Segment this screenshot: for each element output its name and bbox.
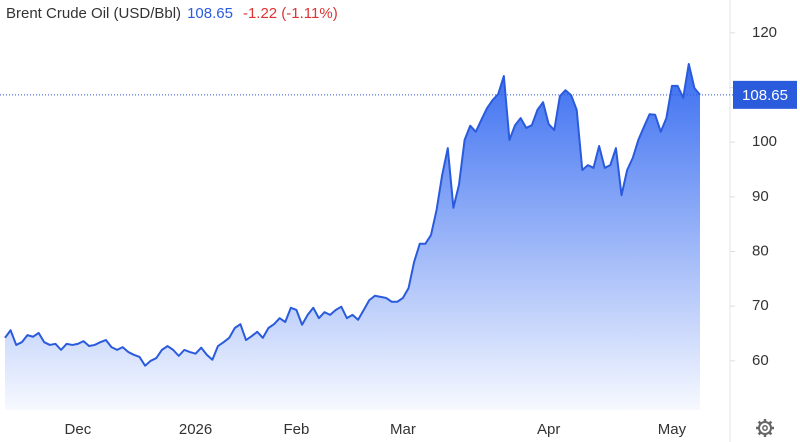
y-tick-label: 100: [752, 133, 777, 150]
title: Brent Crude Oil (USD/Bbl): [6, 5, 181, 22]
area: [5, 63, 700, 411]
settings-icon[interactable]: [756, 419, 774, 437]
x-tick-label: Mar: [390, 421, 416, 438]
y-tick-label: 120: [752, 24, 777, 41]
y-tick-label: 60: [752, 352, 769, 369]
last-value-label: 108.65: [742, 87, 788, 104]
plot: 60708090100110120Dec2026FebMarAprMay108.…: [0, 24, 797, 438]
y-tick-label: 90: [752, 188, 769, 205]
gear-teeth[interactable]: [756, 419, 774, 437]
price: 108.65: [187, 5, 233, 22]
x-tick-label: Apr: [537, 421, 560, 438]
x-tick-label: Dec: [65, 421, 92, 438]
y-tick-label: 70: [752, 297, 769, 314]
x-tick-label: May: [658, 421, 687, 438]
x-tick-label: 2026: [179, 421, 212, 438]
line: [4, 62, 701, 367]
x-tick-label: Feb: [284, 421, 310, 438]
gear-hole[interactable]: [762, 425, 768, 431]
last-value-tag: [733, 80, 797, 109]
change: -1.22 (-1.11%): [243, 5, 338, 22]
chart-title: Brent Crude Oil (USD/Bbl) 108.65 -1.22 (-1…: [6, 5, 338, 22]
y-tick-label: 80: [752, 242, 769, 259]
